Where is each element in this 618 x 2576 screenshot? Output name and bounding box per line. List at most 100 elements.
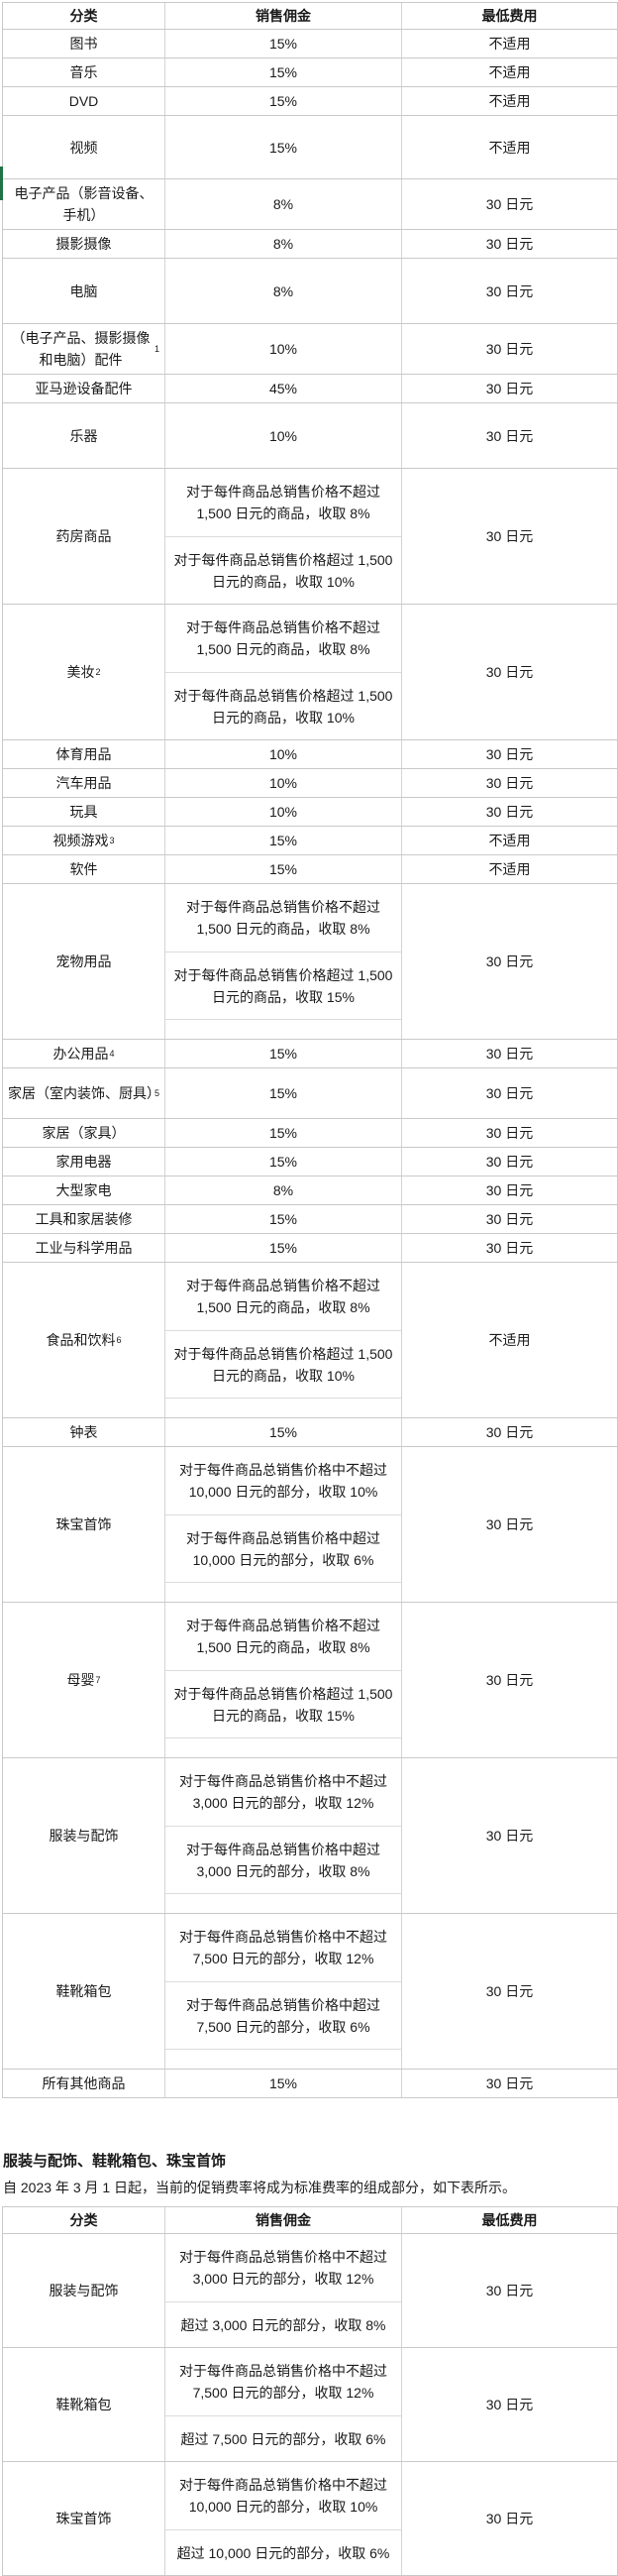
table-row: 家用电器 15% 30 日元 bbox=[3, 1148, 617, 1176]
commission-cell: 对于每件商品总销售价格中不超过 10,000 日元的部分，收取 10% 对于每件商… bbox=[165, 1447, 402, 1602]
category-cell: 珠宝首饰 bbox=[3, 2462, 165, 2575]
category-cell: 视频游戏 3 bbox=[3, 827, 165, 854]
fee-cell: 30 日元 bbox=[485, 1211, 534, 1227]
category-label: 体育用品 bbox=[55, 746, 112, 762]
fee-cell: 30 日元 bbox=[485, 775, 534, 791]
commission-subcell: 10% bbox=[268, 746, 298, 762]
commission-subcell: 15% bbox=[268, 1154, 298, 1170]
category-label: 服装与配饰 bbox=[49, 1828, 119, 1844]
table-row: 工业与科学用品 15% 30 日元 bbox=[3, 1234, 617, 1263]
fee-cell: 不适用 bbox=[488, 36, 531, 52]
fee-cell: 30 日元 bbox=[485, 1516, 534, 1532]
commission-cell: 8% bbox=[165, 179, 402, 229]
category-cell: 图书 bbox=[3, 30, 165, 57]
category-label: 药房商品 bbox=[55, 528, 112, 544]
fee-cell: 30 日元 bbox=[485, 1672, 534, 1688]
commission-subcell: 对于每件商品总销售价格中不超过 10,000 日元的部分，收取 10% bbox=[179, 1462, 387, 1500]
table-row: 汽车用品 10% 30 日元 bbox=[3, 769, 617, 798]
commission-cell: 对于每件商品总销售价格不超过 1,500 日元的商品，收取 8% 对于每件商品总销… bbox=[165, 884, 402, 1039]
category-cell: 母婴 7 bbox=[3, 1603, 165, 1757]
commission-cell: 8% bbox=[165, 230, 402, 258]
commission-cell: 10% bbox=[165, 324, 402, 374]
commission-cell: 15% bbox=[165, 1119, 402, 1147]
commission-cell: 15% bbox=[165, 30, 402, 57]
commission-cell: 对于每件商品总销售价格不超过 1,500 日元的商品，收取 8% 对于每件商品总销… bbox=[165, 1603, 402, 1757]
commission-subcell bbox=[165, 1737, 401, 1757]
fee-cell: 30 日元 bbox=[485, 528, 534, 544]
commission-cell: 15% bbox=[165, 116, 402, 178]
category-label: 所有其他商品 bbox=[42, 2075, 126, 2091]
commission-cell: 15% bbox=[165, 2070, 402, 2097]
fee-cell: 30 日元 bbox=[485, 2283, 534, 2298]
category-cell: 药房商品 bbox=[3, 469, 165, 604]
category-label: 服装与配饰 bbox=[49, 2283, 119, 2298]
commission-cell: 15% bbox=[165, 1068, 402, 1118]
category-label: 办公用品 bbox=[52, 1046, 109, 1062]
category-cell: 所有其他商品 bbox=[3, 2070, 165, 2097]
table-row: 母婴 7 对于每件商品总销售价格不超过 1,500 日元的商品，收取 8% 对于每件商… bbox=[3, 1603, 617, 1758]
category-cell: 大型家电 bbox=[3, 1176, 165, 1204]
fee-cell: 30 日元 bbox=[485, 427, 534, 444]
commission-cell: 8% bbox=[165, 1176, 402, 1204]
fee-cell: 30 日元 bbox=[485, 1125, 534, 1141]
category-cell: 音乐 bbox=[3, 58, 165, 86]
category-label: 玩具 bbox=[69, 804, 98, 820]
table-row: 电子产品（影音设备、手机） 8% 30 日元 bbox=[3, 179, 617, 230]
category-label: 母婴 bbox=[66, 1672, 95, 1688]
commission-subcell: 8% bbox=[272, 1182, 294, 1198]
fee-cell: 30 日元 bbox=[485, 746, 534, 762]
fee-cell: 30 日元 bbox=[485, 341, 534, 357]
fee-cell: 30 日元 bbox=[485, 2397, 534, 2412]
table-row: 亚马逊设备配件 45% 30 日元 bbox=[3, 375, 617, 403]
commission-subcell: 对于每件商品总销售价格中不超过 10,000 日元的部分，收取 10% bbox=[179, 2477, 387, 2515]
commission-subcell: 15% bbox=[268, 139, 298, 156]
row-change-indicator bbox=[0, 167, 3, 200]
commission-cell: 15% bbox=[165, 1205, 402, 1233]
category-cell: 美妆 2 bbox=[3, 605, 165, 739]
commission-subcell: 对于每件商品总销售价格不超过 1,500 日元的商品，收取 8% bbox=[186, 1618, 380, 1655]
category-cell: 工业与科学用品 bbox=[3, 1234, 165, 1262]
fee-cell: 不适用 bbox=[488, 93, 531, 109]
category-label: 音乐 bbox=[69, 64, 98, 80]
fee-cell: 30 日元 bbox=[485, 282, 534, 299]
header-category: 分类 bbox=[3, 2207, 165, 2233]
table-row: 美妆 2 对于每件商品总销售价格不超过 1,500 日元的商品，收取 8% 对于每件商… bbox=[3, 605, 617, 740]
category-cell: 体育用品 bbox=[3, 740, 165, 768]
commission-subcell: 对于每件商品总销售价格中不超过 7,500 日元的部分，收取 12% bbox=[179, 1929, 387, 1966]
category-cell: （电子产品、摄影摄像和电脑）配件 1 bbox=[3, 324, 165, 374]
table-row: 图书 15% 不适用 bbox=[3, 30, 617, 58]
fee-cell: 不适用 bbox=[488, 861, 531, 877]
commission-subcell: 8% bbox=[272, 282, 294, 299]
fee-cell: 30 日元 bbox=[485, 664, 534, 680]
commission-subcell: 15% bbox=[268, 64, 298, 80]
table-row: 电脑 8% 30 日元 bbox=[3, 259, 617, 324]
commission-subcell bbox=[165, 1398, 401, 1417]
fee-cell: 不适用 bbox=[488, 1332, 531, 1348]
commission-cell: 对于每件商品总销售价格中不超过 3,000 日元的部分，收取 12% 超过 3,0… bbox=[165, 2234, 402, 2347]
category-label: 摄影摄像 bbox=[55, 236, 112, 252]
category-label: 食品和饮料 bbox=[46, 1332, 116, 1348]
category-label: 美妆 bbox=[66, 664, 95, 680]
category-label: 宠物用品 bbox=[55, 953, 112, 969]
commission-cell: 10% bbox=[165, 798, 402, 826]
fee-cell: 30 日元 bbox=[485, 1182, 534, 1198]
category-label: 工具和家居装修 bbox=[35, 1211, 133, 1227]
table-row: DVD 15% 不适用 bbox=[3, 87, 617, 116]
table-row: （电子产品、摄影摄像和电脑）配件 1 10% 30 日元 bbox=[3, 324, 617, 375]
category-cell: 钟表 bbox=[3, 1418, 165, 1446]
fee-cell: 30 日元 bbox=[485, 1046, 534, 1062]
category-cell: 家居（室内装饰、厨具） 5 bbox=[3, 1068, 165, 1118]
header-fee: 最低费用 bbox=[481, 8, 538, 24]
commission-subcell: 对于每件商品总销售价格中不超过 3,000 日元的部分，收取 12% bbox=[179, 1773, 387, 1811]
commission-subcell: 对于每件商品总销售价格超过 1,500 日元的商品，收取 10% bbox=[165, 672, 401, 739]
table-header-row: 分类 销售佣金 最低费用 bbox=[3, 2207, 617, 2234]
commission-subcell: 10% bbox=[268, 427, 298, 444]
commission-subcell: 15% bbox=[268, 1211, 298, 1227]
category-cell: 汽车用品 bbox=[3, 769, 165, 797]
commission-cell: 对于每件商品总销售价格中不超过 7,500 日元的部分，收取 12% 超过 7,5… bbox=[165, 2348, 402, 2461]
category-cell: 视频 bbox=[3, 116, 165, 178]
fee-table-promo: 分类 销售佣金 最低费用服装与配饰 对于每件商品总销售价格中不超过 3,000 日元的… bbox=[2, 2206, 618, 2576]
commission-subcell: 超过 7,500 日元的部分，收取 6% bbox=[165, 2415, 401, 2461]
table-row: 药房商品 对于每件商品总销售价格不超过 1,500 日元的商品，收取 8% 对于每件… bbox=[3, 469, 617, 605]
category-label: 电脑 bbox=[69, 282, 98, 299]
